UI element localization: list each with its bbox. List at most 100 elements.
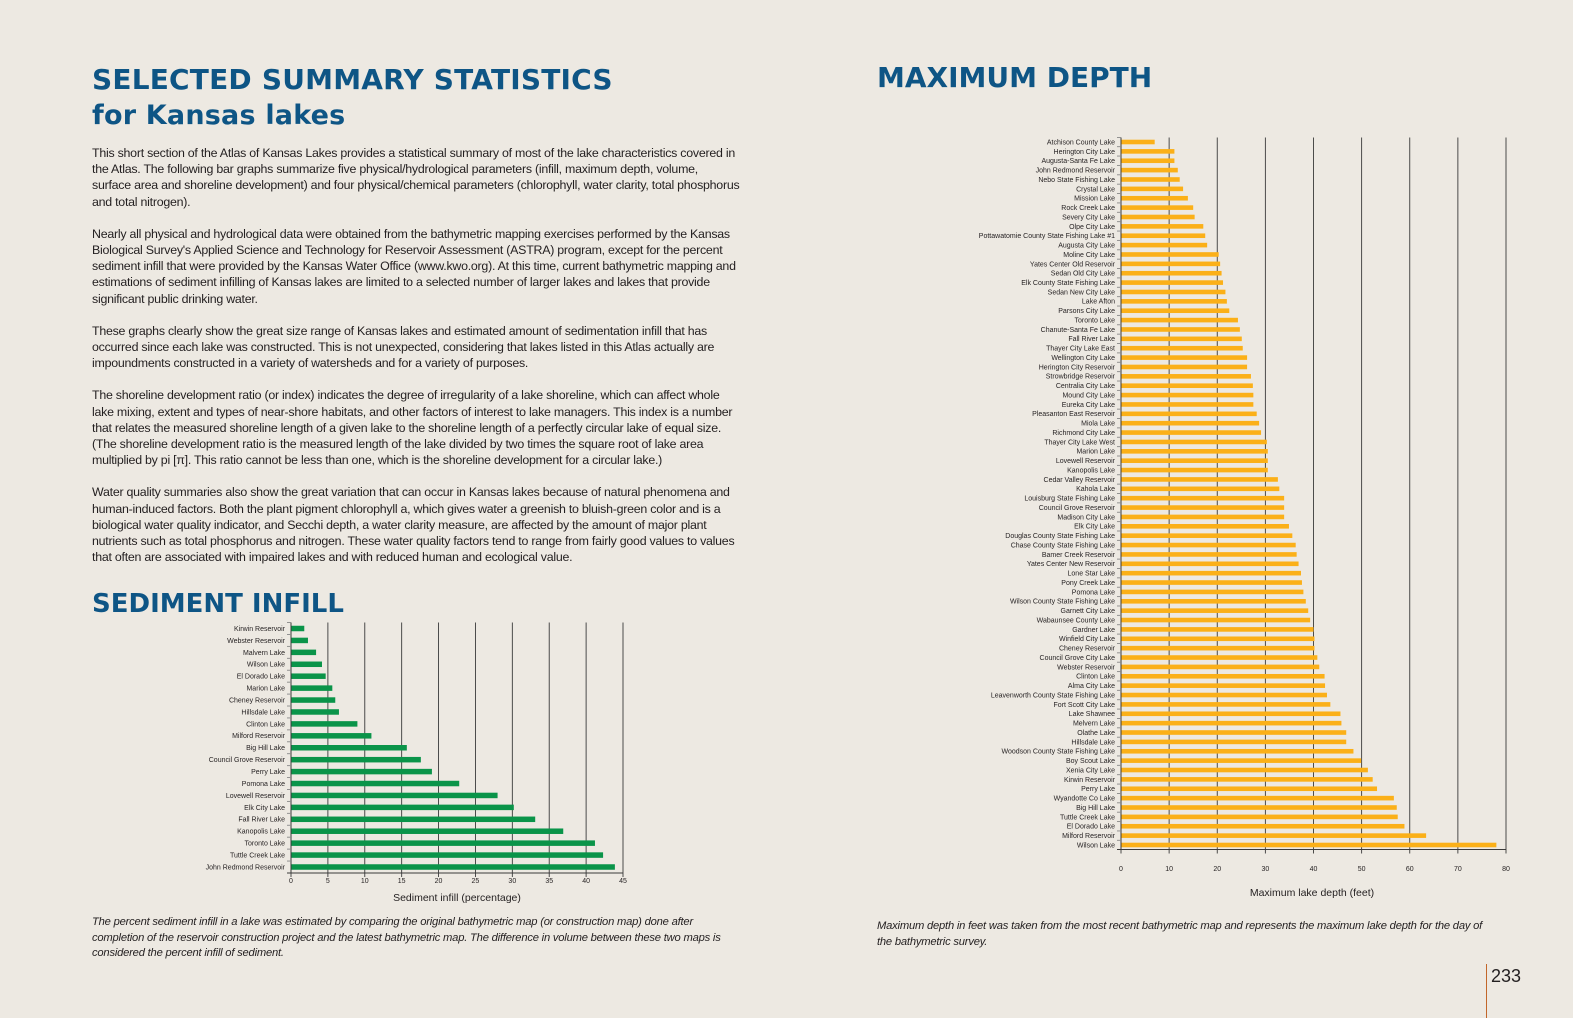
category-label: Marion Lake	[246, 686, 285, 693]
category-label: Xenia City Lake	[1066, 767, 1115, 774]
category-label: Winfield City Lake	[1059, 636, 1115, 643]
category-label: Pony Creek Lake	[1061, 580, 1115, 587]
category-label: Hillsdale Lake	[241, 709, 285, 716]
bar	[1121, 355, 1248, 360]
category-label: Kirwin Reservoir	[1064, 777, 1116, 784]
category-label: Wyandotte Co Lake	[1054, 796, 1116, 803]
category-label: Toronto Lake	[245, 841, 286, 848]
bar	[1121, 617, 1311, 623]
category-label: Elk City Lake	[244, 805, 285, 812]
x-tick-label: 10	[361, 878, 369, 885]
category-label: Webster Reservoir	[1057, 664, 1116, 671]
x-tick-label: 45	[619, 878, 627, 885]
x-tick-label: 0	[1119, 866, 1123, 873]
category-label: Rock Creek Lake	[1061, 205, 1115, 212]
bar	[1121, 823, 1405, 829]
bar	[1121, 149, 1175, 154]
intro-text: This short section of the Atlas of Kansa…	[92, 145, 740, 581]
bar	[1121, 730, 1347, 735]
bar	[1121, 580, 1302, 585]
category-label: Nebo State Fishing Lake	[1038, 177, 1115, 184]
bar	[1121, 186, 1184, 192]
category-label: Boy Scout Lake	[1066, 758, 1115, 765]
bar	[1121, 673, 1325, 679]
category-label: Wabaunsee County Lake	[1037, 617, 1115, 624]
category-label: Herington City Lake	[1054, 149, 1116, 156]
bar	[1121, 402, 1254, 407]
category-label: Toronto Lake	[1075, 317, 1116, 324]
bar	[1121, 598, 1306, 604]
category-label: Council Grove Reservoir	[209, 757, 286, 764]
category-label: Olpe City Lake	[1069, 224, 1115, 231]
category-label: Fall River Lake	[1068, 336, 1115, 343]
bar	[291, 709, 339, 715]
category-label: Clinton Lake	[1076, 674, 1115, 681]
bar	[1121, 702, 1331, 707]
category-label: Wellington City Lake	[1051, 355, 1115, 362]
category-label: Louisburg State Fishing Lake	[1024, 496, 1115, 503]
category-label: Augusta-Santa Fe Lake	[1041, 158, 1115, 165]
category-label: Pleasanton East Reservoir	[1032, 411, 1116, 418]
x-tick-label: 30	[1261, 866, 1269, 873]
bar	[1121, 608, 1309, 613]
bar	[1121, 514, 1285, 520]
sediment-caption: The percent sediment infill in a lake wa…	[92, 916, 721, 960]
category-label: Lovewell Reservoir	[226, 793, 286, 800]
category-label: Lone Star Lake	[1068, 571, 1116, 578]
bar	[291, 661, 322, 668]
bar	[1121, 392, 1254, 398]
bar	[291, 816, 536, 823]
bar	[1121, 636, 1315, 642]
category-label: Kanopolis Lake	[237, 829, 285, 836]
bar	[1121, 214, 1195, 220]
category-label: Parsons City Lake	[1058, 308, 1115, 315]
category-label: Elk County State Fishing Lake	[1021, 280, 1115, 287]
bar	[291, 828, 564, 834]
bar	[291, 733, 372, 739]
bar	[1121, 805, 1397, 810]
category-label: El Dorado Lake	[1067, 824, 1115, 831]
bar	[291, 864, 615, 870]
bar	[1121, 270, 1222, 276]
category-label: Thayer City Lake East	[1046, 346, 1115, 353]
bar	[1121, 420, 1260, 426]
bar	[1121, 139, 1155, 145]
bar	[1121, 477, 1278, 482]
x-tick-label: 15	[398, 878, 406, 885]
sediment-heading: SEDIMENT INFILL	[92, 589, 344, 619]
bar	[1121, 317, 1238, 323]
category-label: John Redmond Reservoir	[1036, 168, 1116, 175]
bar	[1121, 467, 1268, 473]
category-label: Tuttle Creek Lake	[230, 852, 285, 859]
bar	[1121, 261, 1221, 267]
bar	[1121, 561, 1299, 567]
bar	[1121, 289, 1226, 295]
bar	[1121, 383, 1253, 389]
x-axis-title: Maximum lake depth (feet)	[1250, 887, 1374, 899]
paragraph: This short section of the Atlas of Kansa…	[92, 146, 740, 209]
category-label: Woodson County State Fishing Lake	[1002, 749, 1116, 756]
bar	[1121, 692, 1327, 698]
x-tick-label: 20	[435, 878, 443, 885]
bar	[1121, 167, 1178, 173]
category-label: Marion Lake	[1076, 449, 1115, 456]
bar	[1121, 327, 1240, 332]
category-label: Severy City Lake	[1062, 214, 1115, 221]
category-label: Chanute-Santa Fe Lake	[1041, 327, 1115, 334]
category-label: Fall River Lake	[238, 817, 285, 824]
category-label: Garnett City Lake	[1061, 608, 1116, 615]
category-label: Miola Lake	[1081, 421, 1115, 428]
bar	[291, 792, 498, 799]
category-label: Malvern Lake	[243, 650, 285, 657]
bar	[1121, 833, 1427, 838]
bar	[1121, 495, 1285, 501]
category-label: Gardner Lake	[1072, 627, 1115, 634]
sediment-infill-chart: 0 5 10 15 20 25 30 35 40 45 Kirwin Reservoir Webste…	[206, 622, 627, 904]
bar	[1121, 711, 1341, 717]
page-title: SELECTED SUMMARY STATISTICS for Kansas l…	[92, 62, 613, 134]
x-tick-label: 5	[326, 878, 330, 885]
category-label: Big Hill Lake	[246, 745, 285, 752]
category-label: Leavenworth County State Fishing Lake	[991, 692, 1115, 699]
bar	[1121, 345, 1243, 351]
x-tick-label: 20	[1213, 866, 1221, 873]
